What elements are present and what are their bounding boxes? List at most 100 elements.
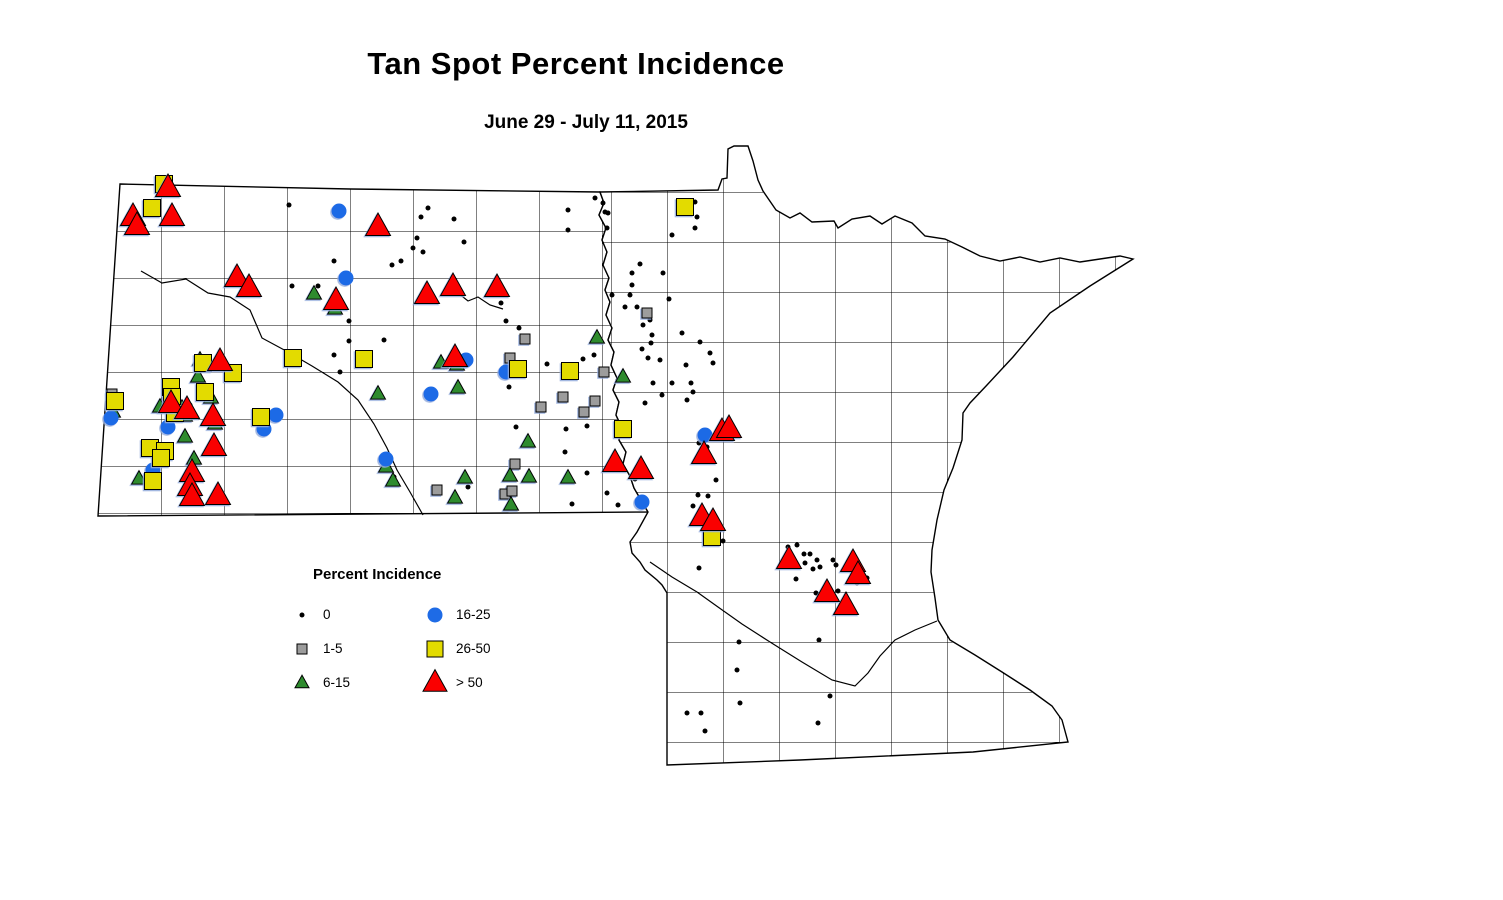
marker-15: [535, 401, 547, 413]
marker-0: [648, 340, 654, 346]
marker-0: [660, 270, 666, 276]
marker-0: [604, 225, 610, 231]
marker-1625: [103, 410, 119, 426]
marker-50: [200, 432, 228, 457]
marker-50: [154, 173, 182, 198]
marker-1625: [268, 407, 284, 423]
marker-0: [698, 710, 704, 716]
legend-marker-triangle-icon: [294, 674, 310, 689]
marker-0: [830, 557, 836, 563]
marker-0: [793, 576, 799, 582]
marker-1625: [338, 270, 354, 286]
legend-marker-square-icon: [426, 640, 444, 658]
marker-0: [705, 493, 711, 499]
marker-2650: [676, 198, 694, 216]
legend-label: 16-25: [456, 606, 491, 622]
marker-0: [634, 304, 640, 310]
marker-50: [627, 455, 655, 480]
marker-legend-1625: [427, 607, 443, 623]
marker-50: [364, 212, 392, 237]
marker-0: [418, 214, 424, 220]
marker-0: [813, 590, 819, 596]
legend-label: 0: [323, 606, 331, 622]
marker-50: [322, 286, 350, 311]
marker-0: [692, 225, 698, 231]
marker-0: [696, 565, 702, 571]
marker-0: [807, 551, 813, 557]
marker-50: [690, 440, 718, 465]
marker-0: [690, 503, 696, 509]
legend-marker-circle-icon: [427, 607, 443, 623]
legend-label: 6-15: [323, 674, 351, 690]
marker-0: [679, 330, 685, 336]
marker-50: [813, 578, 841, 603]
marker-0: [563, 426, 569, 432]
marker-0: [817, 564, 823, 570]
marker-0: [683, 362, 689, 368]
river-minnesota: [649, 561, 938, 687]
legend-label: 1-5: [323, 640, 343, 656]
marker-0: [331, 258, 337, 264]
marker-615: [130, 469, 148, 485]
marker-0: [600, 200, 606, 206]
marker-50: [699, 507, 727, 532]
lake-devils-lake: [457, 292, 504, 310]
marker-0: [615, 502, 621, 508]
map-markers: [103, 173, 872, 734]
marker-615: [456, 468, 474, 484]
marker-615: [614, 367, 632, 383]
marker-0: [609, 292, 615, 298]
marker-50: [439, 272, 467, 297]
marker-0: [315, 283, 321, 289]
marker-0: [835, 588, 841, 594]
marker-50: [601, 448, 629, 473]
legend-item-15: 1-5: [286, 633, 419, 663]
marker-50: [413, 280, 441, 305]
marker-15: [589, 395, 601, 407]
marker-0: [425, 205, 431, 211]
marker-0: [451, 216, 457, 222]
marker-0: [710, 360, 716, 366]
marker-0: [592, 195, 598, 201]
marker-0: [331, 352, 337, 358]
legend-marker-dot-icon: [299, 612, 305, 618]
marker-50: [206, 347, 234, 372]
marker-615: [384, 471, 402, 487]
marker-0: [707, 350, 713, 356]
marker-0: [694, 214, 700, 220]
marker-50: [223, 263, 251, 288]
marker-0: [622, 304, 628, 310]
marker-2650: [143, 199, 161, 217]
legend-label: > 50: [456, 674, 483, 690]
marker-0: [650, 380, 656, 386]
marker-0: [659, 392, 665, 398]
marker-615: [369, 384, 387, 400]
legend-item-0: 0: [286, 599, 419, 629]
marker-0: [815, 720, 821, 726]
marker-0: [629, 270, 635, 276]
marker-legend-0: [299, 612, 305, 618]
legend-item-2650: 26-50: [419, 633, 566, 663]
marker-0: [640, 322, 646, 328]
figure-title: Tan Spot Percent Incidence: [367, 46, 785, 81]
marker-group-50: [119, 173, 872, 616]
legend: Percent Incidence 0 1-5 6-15 16-25 26-50 > 50: [286, 566, 566, 699]
marker-legend-615: [294, 674, 310, 689]
marker-0: [802, 560, 808, 566]
marker-615: [559, 468, 577, 484]
legend-item-1625: 16-25: [419, 599, 566, 629]
marker-0: [713, 477, 719, 483]
marker-1625: [697, 427, 713, 443]
marker-0: [562, 449, 568, 455]
marker-0: [465, 484, 471, 490]
marker-0: [604, 490, 610, 496]
marker-615: [449, 378, 467, 394]
marker-50: [844, 560, 872, 585]
marker-0: [666, 296, 672, 302]
marker-50: [158, 202, 186, 227]
marker-50: [832, 591, 860, 616]
marker-615: [501, 466, 519, 482]
marker-0: [629, 282, 635, 288]
marker-50: [123, 211, 151, 236]
